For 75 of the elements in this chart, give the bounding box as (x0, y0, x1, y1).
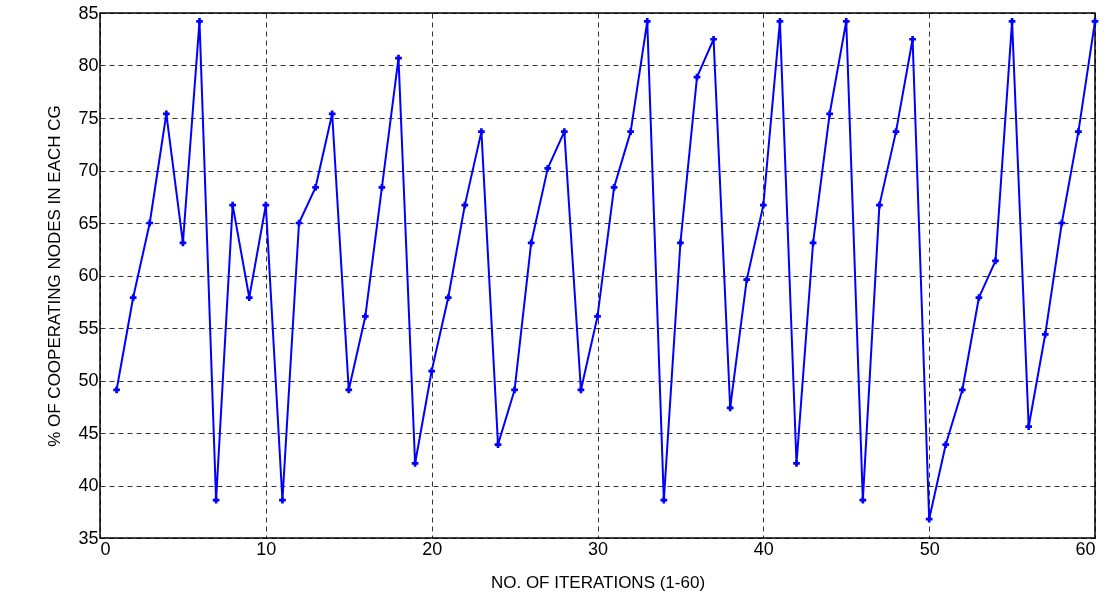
point (1075, 128, 1082, 135)
point (1025, 423, 1033, 431)
point (975, 294, 983, 301)
point (146, 219, 154, 227)
x-tick-label: 20 (422, 538, 443, 559)
point (262, 201, 270, 209)
point (826, 110, 834, 118)
point (842, 18, 850, 25)
y-tick-label: 45 (78, 422, 99, 443)
point (925, 515, 933, 523)
point (361, 313, 369, 320)
point (892, 128, 900, 135)
point (395, 54, 402, 62)
point (279, 496, 286, 504)
point (909, 35, 916, 43)
point (245, 294, 253, 301)
y-tick-label: 80 (78, 55, 99, 75)
point (660, 496, 668, 504)
point (461, 201, 469, 209)
point (345, 386, 353, 394)
point (328, 110, 336, 118)
y-tick-label: 65 (78, 212, 99, 233)
point (527, 239, 535, 247)
point (229, 201, 237, 209)
point (212, 496, 220, 504)
point (411, 460, 419, 467)
x-tick-label: 50 (919, 538, 940, 559)
point (511, 386, 518, 394)
point (162, 110, 170, 118)
point (312, 183, 319, 191)
x-tick-label: 40 (753, 538, 774, 559)
y-axis-title: % OF COOPERATING NODES IN EACH CG (45, 105, 65, 447)
point (594, 313, 601, 320)
point (494, 441, 502, 448)
point (793, 460, 800, 467)
y-tick-label: 85 (78, 2, 99, 23)
point (992, 257, 999, 265)
point (1091, 18, 1099, 25)
point (759, 201, 767, 209)
x-tick-label: 60 (1075, 538, 1096, 559)
point (444, 294, 452, 301)
x-tick-label: 30 (587, 538, 609, 559)
point (776, 18, 784, 25)
x-axis-title: NO. OF ITERATIONS (1-60) (490, 572, 706, 592)
point (1041, 330, 1049, 338)
point (129, 294, 137, 301)
point (610, 183, 618, 191)
x-tick-label: 10 (256, 538, 277, 559)
y-tick-label: 60 (78, 265, 99, 285)
point (1008, 18, 1016, 25)
y-tick-label: 50 (78, 370, 99, 390)
y-tick-label: 35 (78, 527, 99, 548)
point (478, 128, 485, 135)
point (643, 18, 651, 25)
point (942, 441, 950, 448)
point (726, 404, 734, 412)
y-tick-label: 40 (78, 475, 99, 495)
point (859, 496, 867, 504)
point (428, 367, 436, 375)
point (627, 128, 635, 135)
point (677, 239, 684, 247)
point (196, 18, 203, 25)
point (710, 35, 717, 43)
point (560, 128, 568, 135)
point (876, 201, 883, 209)
y-tick-label: 70 (78, 160, 99, 180)
y-tick-label: 55 (78, 317, 99, 338)
point (958, 386, 966, 394)
point (113, 386, 120, 394)
x-tick-label: 0 (100, 538, 111, 559)
point (743, 276, 751, 284)
point (1058, 219, 1066, 227)
point (544, 165, 552, 172)
point (378, 183, 386, 191)
y-tick-label: 75 (78, 107, 99, 128)
